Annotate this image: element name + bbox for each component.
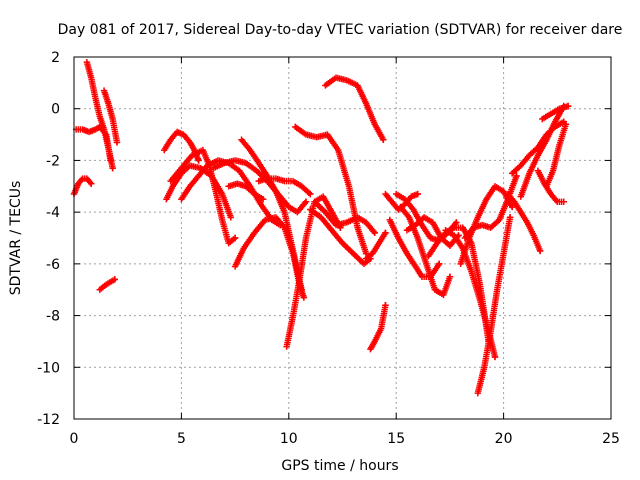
- data-point: [414, 190, 421, 198]
- marks-layer: [70, 58, 572, 397]
- data-point: [435, 260, 443, 268]
- x-tick-label: 25: [602, 431, 620, 447]
- data-point: [380, 136, 387, 143]
- data-point: [109, 164, 116, 172]
- series-track: [231, 214, 308, 301]
- data-point: [307, 190, 314, 198]
- chart-title: Day 081 of 2017, Sidereal Day-to-day VTE…: [58, 22, 623, 38]
- data-point: [195, 157, 202, 164]
- series-track: [161, 128, 202, 164]
- data-marker: [86, 179, 94, 186]
- x-tick-label: 15: [387, 431, 405, 447]
- series-track: [167, 146, 239, 247]
- y-tick-label: -2: [46, 153, 60, 169]
- series-track: [83, 58, 116, 172]
- x-tick-label: 10: [280, 431, 298, 447]
- series-track: [539, 102, 572, 123]
- series-track: [96, 276, 119, 293]
- plot-frame: [73, 56, 612, 420]
- y-axis-label: SDTVAR / TECUs: [8, 181, 24, 296]
- series-track: [543, 121, 570, 190]
- series-track: [292, 123, 370, 257]
- series-track: [255, 175, 314, 198]
- data-point: [113, 139, 121, 146]
- data-point: [564, 102, 572, 110]
- series-track: [474, 214, 514, 397]
- series-track: [461, 172, 520, 242]
- y-tick-label: 0: [51, 102, 60, 118]
- data-point: [382, 302, 389, 309]
- series-track: [283, 193, 344, 350]
- data-point: [506, 214, 514, 221]
- series-track: [311, 198, 378, 237]
- data-marker: [78, 176, 85, 184]
- data-point: [562, 121, 570, 128]
- series-track: [225, 180, 267, 203]
- data-point: [227, 214, 235, 221]
- y-tick-label: -12: [37, 412, 60, 428]
- data-point: [560, 198, 567, 205]
- series-track: [322, 74, 387, 143]
- x-axis-label: GPS time / hours: [281, 458, 398, 474]
- y-tick-label: -4: [46, 205, 60, 221]
- series-track: [100, 87, 121, 146]
- series-track: [504, 190, 544, 255]
- data-point: [446, 273, 454, 280]
- series-track: [367, 302, 389, 353]
- y-tick-label: -10: [37, 360, 60, 376]
- x-tick-label: 5: [177, 431, 186, 447]
- data-point: [382, 229, 389, 237]
- data-point: [302, 198, 310, 205]
- data-point: [536, 247, 544, 255]
- y-tick-label: -6: [46, 257, 60, 273]
- data-point: [371, 229, 378, 237]
- data-point: [300, 294, 308, 301]
- data-point: [231, 234, 239, 242]
- data-point: [111, 276, 119, 283]
- data-point: [513, 172, 520, 180]
- grid-layer: [74, 57, 611, 419]
- data-point: [508, 203, 516, 211]
- series-track: [534, 167, 567, 205]
- series-track: [307, 206, 374, 268]
- data-point: [491, 353, 499, 361]
- ticks-layer: 0 5 10 15 20 25 -12 -10 -8 -6 -4 -2 0 2: [37, 50, 620, 447]
- x-tick-label: 0: [70, 431, 79, 447]
- y-tick-label: -8: [46, 309, 60, 325]
- data-point: [259, 196, 267, 203]
- series-track: [362, 229, 389, 262]
- x-tick-label: 20: [495, 431, 513, 447]
- y-tick-label: 2: [51, 50, 60, 66]
- data-point: [87, 180, 95, 187]
